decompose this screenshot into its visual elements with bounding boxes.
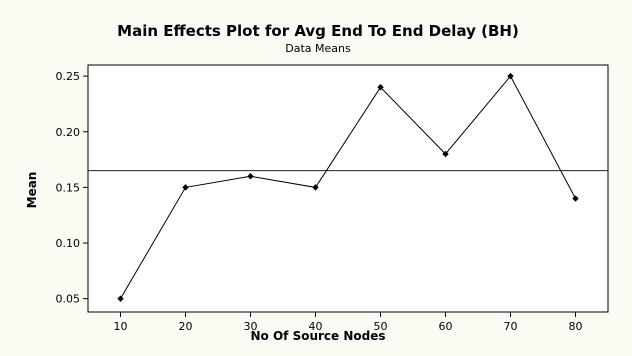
series-line xyxy=(120,75,576,299)
y-axis-ticks: 0.05 0.10 0.15 0.20 0.25 xyxy=(56,70,88,306)
x-tick-label: 40 xyxy=(309,320,323,333)
plot-area xyxy=(87,64,609,313)
data-point-marker xyxy=(572,195,579,202)
data-point-marker xyxy=(507,72,514,80)
x-tick-label: 30 xyxy=(244,320,258,333)
x-tick-label: 50 xyxy=(374,320,388,333)
y-tick-label: 0.20 xyxy=(56,126,81,139)
x-tick-label: 10 xyxy=(114,320,128,333)
data-point-marker xyxy=(377,84,384,91)
x-tick-label: 70 xyxy=(504,320,518,333)
x-axis-label: No Of Source Nodes xyxy=(251,329,386,343)
y-tick-label: 0.05 xyxy=(56,293,81,306)
chart-title: Main Effects Plot for Avg End To End Del… xyxy=(117,22,519,40)
x-tick-label: 60 xyxy=(439,320,453,333)
x-axis-ticks: 10 20 30 40 50 60 70 80 xyxy=(114,312,583,333)
series-group xyxy=(117,72,579,302)
x-tick-label: 20 xyxy=(179,320,193,333)
data-point-marker xyxy=(182,184,189,191)
x-tick-label: 80 xyxy=(569,320,583,333)
data-point-marker xyxy=(247,173,254,180)
y-tick-label: 0.25 xyxy=(56,70,81,83)
y-tick-label: 0.10 xyxy=(56,237,81,250)
chart-subtitle: Data Means xyxy=(285,42,351,55)
y-tick-label: 0.15 xyxy=(56,181,81,194)
data-point-marker xyxy=(312,184,319,191)
data-point-marker xyxy=(117,295,124,302)
y-axis-label: Mean xyxy=(25,172,39,209)
data-point-marker xyxy=(442,150,449,158)
